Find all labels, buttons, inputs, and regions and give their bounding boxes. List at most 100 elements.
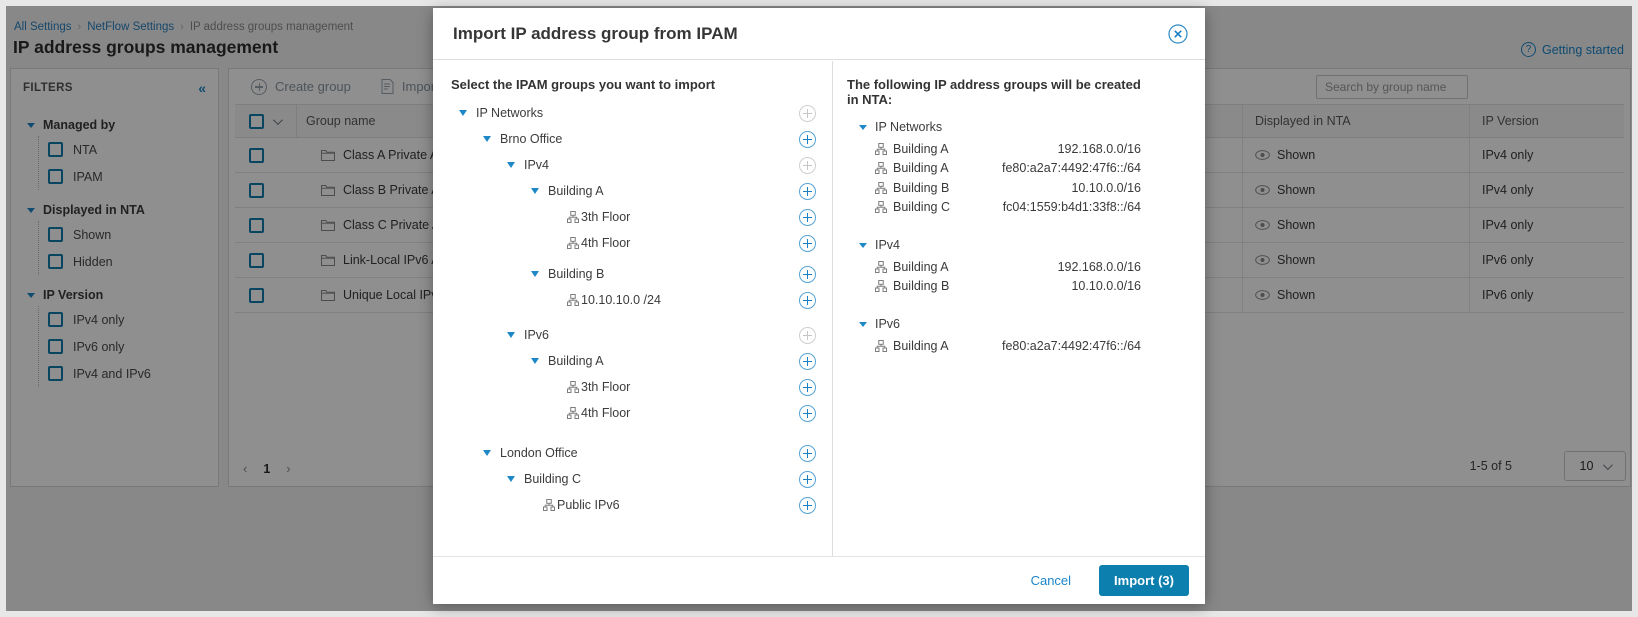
plus-circle-icon xyxy=(251,78,267,95)
next-page-icon[interactable]: › xyxy=(286,461,291,476)
filter-option-ipam[interactable]: IPAM xyxy=(39,163,218,190)
caret-down-icon[interactable] xyxy=(859,242,867,248)
tree-item[interactable]: 3th Floor xyxy=(451,204,816,230)
breadcrumb-netflow-settings[interactable]: NetFlow Settings xyxy=(87,21,175,33)
add-group-icon[interactable] xyxy=(799,130,816,148)
filter-option-shown[interactable]: Shown xyxy=(39,221,218,248)
column-header-ip-version[interactable]: IP Version xyxy=(1469,105,1624,137)
filter-option-ipv4-only[interactable]: IPv4 only xyxy=(39,306,218,333)
add-group-icon[interactable] xyxy=(799,444,816,462)
tree-item-label: IPv4 xyxy=(524,158,550,172)
org-chart-icon xyxy=(567,294,579,306)
tree-item[interactable]: 3th Floor xyxy=(451,374,816,400)
result-item-name: Building C xyxy=(893,200,950,215)
tree-item[interactable]: Building A xyxy=(451,348,816,374)
org-chart-icon xyxy=(875,339,887,352)
caret-down-icon[interactable] xyxy=(859,124,867,130)
cancel-button[interactable]: Cancel xyxy=(1030,573,1072,588)
tree-item[interactable]: IPv6 xyxy=(451,322,816,348)
select-all-checkbox[interactable] xyxy=(249,113,264,129)
add-group-icon[interactable] xyxy=(799,404,816,422)
filter-option-ipv6-only[interactable]: IPv6 only xyxy=(39,333,218,360)
tree-item[interactable]: Public IPv6 xyxy=(451,492,816,518)
row-checkbox[interactable] xyxy=(249,252,264,268)
folder-icon xyxy=(321,290,335,301)
create-group-button[interactable]: Create group xyxy=(251,78,351,95)
tree-item[interactable]: 4th Floor xyxy=(451,230,816,256)
caret-down-icon[interactable] xyxy=(459,110,467,116)
getting-started-link[interactable]: ? Getting started xyxy=(1521,42,1624,57)
tree-item[interactable]: IP Networks xyxy=(451,100,816,126)
filters-panel: FILTERS « Managed by NTA IPAM xyxy=(10,68,219,487)
tree-item[interactable]: 4th Floor xyxy=(451,400,816,426)
add-group-icon[interactable] xyxy=(799,182,816,200)
filter-option-nta[interactable]: NTA xyxy=(39,136,218,163)
tree-item[interactable]: London Office xyxy=(451,440,816,466)
tree-item[interactable]: IPv4 xyxy=(451,152,816,178)
row-checkbox[interactable] xyxy=(249,182,264,198)
checkbox[interactable] xyxy=(48,227,63,242)
caret-down-icon[interactable] xyxy=(531,358,539,364)
org-chart-icon xyxy=(567,211,579,223)
add-group-icon[interactable] xyxy=(799,352,816,370)
result-item-name: Building A xyxy=(893,259,949,274)
caret-down-icon[interactable] xyxy=(507,476,515,482)
add-group-icon[interactable] xyxy=(799,265,816,283)
result-item-cidr: 10.10.0.0/16 xyxy=(1071,180,1141,195)
checkbox[interactable] xyxy=(48,254,63,269)
filter-group-managed-by: Managed by NTA IPAM xyxy=(11,114,218,190)
filters-header: FILTERS xyxy=(23,82,73,94)
filter-group-header[interactable]: IP Version xyxy=(27,284,218,306)
checkbox[interactable] xyxy=(48,142,63,157)
breadcrumb-all-settings[interactable]: All Settings xyxy=(14,21,72,33)
add-group-icon[interactable] xyxy=(799,208,816,226)
caret-down-icon[interactable] xyxy=(531,271,539,277)
row-checkbox[interactable] xyxy=(249,287,264,303)
row-checkbox[interactable] xyxy=(249,147,264,163)
filter-option-hidden[interactable]: Hidden xyxy=(39,248,218,275)
filter-group-header[interactable]: Displayed in NTA xyxy=(27,199,218,221)
caret-down-icon[interactable] xyxy=(531,188,539,194)
import-button[interactable]: Import (3) xyxy=(1099,565,1189,596)
filter-option-ipv4-and-ipv6[interactable]: IPv4 and IPv6 xyxy=(39,360,218,387)
add-group-icon[interactable] xyxy=(799,496,816,514)
add-group-icon xyxy=(799,326,816,344)
caret-down-icon[interactable] xyxy=(483,450,491,456)
caret-down-icon[interactable] xyxy=(483,136,491,142)
checkbox[interactable] xyxy=(48,366,63,381)
caret-down-icon[interactable] xyxy=(859,321,867,327)
caret-down-icon[interactable] xyxy=(507,162,515,168)
page-size-select[interactable]: 10 xyxy=(1564,451,1626,481)
current-page[interactable]: 1 xyxy=(263,461,271,476)
previous-page-icon[interactable]: ‹ xyxy=(243,461,248,476)
result-pane-heading: The following IP address groups will be … xyxy=(847,77,1141,107)
collapse-chevrons-icon[interactable]: « xyxy=(198,80,206,96)
tree-item[interactable]: Building A xyxy=(451,178,816,204)
filter-group-header[interactable]: Managed by xyxy=(27,114,218,136)
tree-item[interactable]: Building C xyxy=(451,466,816,492)
displayed-cell: Shown xyxy=(1277,288,1316,302)
add-group-icon[interactable] xyxy=(799,470,816,488)
caret-down-icon[interactable] xyxy=(507,332,515,338)
column-header-group-name[interactable]: Group name xyxy=(306,114,376,128)
result-item-name: Building A xyxy=(893,338,949,353)
tree-item-label: Building B xyxy=(548,267,605,281)
close-circle-icon[interactable] xyxy=(1168,23,1188,44)
search-input[interactable] xyxy=(1316,75,1468,99)
tree-item[interactable]: 10.10.10.0 /24 xyxy=(451,287,816,313)
tree-item-label: Building C xyxy=(524,472,581,486)
tree-item[interactable]: Brno Office xyxy=(451,126,816,152)
add-group-icon[interactable] xyxy=(799,378,816,396)
tree-item[interactable]: Building B xyxy=(451,261,816,287)
result-group-label: IPv4 xyxy=(875,238,901,252)
eye-icon xyxy=(1255,220,1270,230)
checkbox[interactable] xyxy=(48,169,63,184)
column-header-displayed-in-nta[interactable]: Displayed in NTA xyxy=(1242,105,1469,137)
add-group-icon[interactable] xyxy=(799,291,816,309)
checkbox[interactable] xyxy=(48,312,63,327)
row-checkbox[interactable] xyxy=(249,217,264,233)
add-group-icon[interactable] xyxy=(799,234,816,252)
checkbox[interactable] xyxy=(48,339,63,354)
result-group: IP Networks Building A 192.168.0.0/16 Bu… xyxy=(847,115,1141,217)
tree-item-label: 4th Floor xyxy=(581,406,631,420)
